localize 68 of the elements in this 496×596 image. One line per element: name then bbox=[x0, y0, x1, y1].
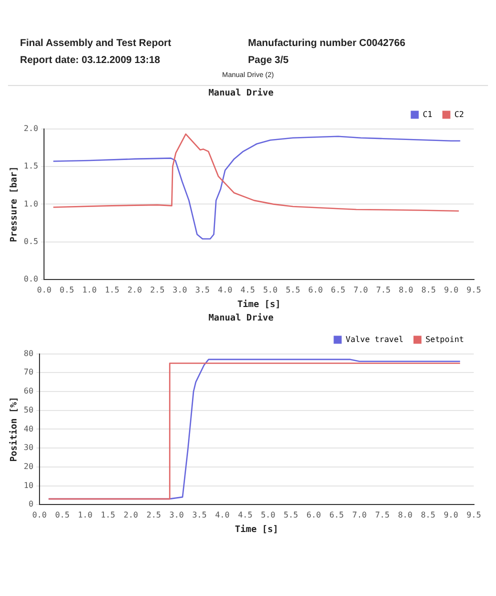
x-tick-label: 0.5 bbox=[55, 510, 70, 520]
x-tick-label: 8.0 bbox=[398, 285, 414, 294]
text: Final Assembly and Test Report bbox=[20, 38, 172, 49]
y-tick-label: 80 bbox=[24, 348, 34, 358]
x-axis-title: Time [s] bbox=[237, 298, 281, 310]
x-tick-label: 2.0 bbox=[124, 510, 138, 520]
legend-label: Setpoint bbox=[425, 334, 464, 344]
x-tick-label: 2.5 bbox=[150, 285, 165, 294]
y-axis-title: Position [%] bbox=[8, 396, 20, 462]
x-tick-label: 1.5 bbox=[104, 285, 120, 294]
x-tick-label: 4.0 bbox=[218, 285, 233, 294]
x-tick-label: 5.0 bbox=[263, 285, 278, 294]
x-tick-label: 7.5 bbox=[375, 510, 390, 520]
y-tick-label: 2.0 bbox=[24, 124, 38, 133]
y-tick-label: 0 bbox=[28, 500, 34, 509]
x-tick-label: 3.5 bbox=[195, 285, 210, 294]
x-tick-label: 2.0 bbox=[127, 285, 142, 294]
x-tick-label: 9.0 bbox=[444, 510, 458, 520]
y-tick-label: 0.5 bbox=[24, 236, 38, 246]
x-tick-label: 7.0 bbox=[354, 285, 368, 294]
x-tick-label: 3.0 bbox=[172, 285, 188, 294]
x-tick-label: 5.5 bbox=[284, 510, 298, 520]
x-tick-label: 4.0 bbox=[215, 510, 230, 520]
x-tick-label: 0.5 bbox=[60, 285, 74, 294]
y-tick-label: 60 bbox=[24, 386, 34, 396]
y-tick-label: 70 bbox=[24, 368, 34, 377]
x-tick-label: 6.0 bbox=[308, 285, 323, 294]
y-tick-label: 50 bbox=[24, 405, 34, 414]
chart-title: Manual Drive bbox=[208, 312, 274, 324]
x-tick-label: 8.5 bbox=[420, 510, 436, 520]
x-axis-title: Time [s] bbox=[234, 524, 278, 535]
x-tick-label: 1.5 bbox=[100, 510, 116, 520]
y-tick-label: 1.0 bbox=[24, 199, 38, 208]
y-tick-label: 20 bbox=[24, 462, 34, 471]
x-tick-label: 3.0 bbox=[169, 510, 184, 520]
text: Manufacturing number C0042766 bbox=[248, 38, 406, 49]
x-tick-label: 6.0 bbox=[306, 510, 322, 520]
x-tick-label: 9.0 bbox=[444, 285, 459, 294]
x-tick-label: 7.0 bbox=[352, 510, 367, 520]
y-tick-label: 1.5 bbox=[24, 162, 38, 171]
x-tick-label: 0.0 bbox=[37, 285, 52, 294]
x-tick-label: 7.5 bbox=[376, 285, 391, 294]
legend-label: Valve travel bbox=[346, 334, 404, 344]
x-tick-label: 6.5 bbox=[330, 285, 346, 294]
x-tick-label: 0.0 bbox=[32, 510, 47, 520]
x-tick-label: 8.5 bbox=[421, 285, 436, 294]
legend-label: C2 bbox=[454, 110, 464, 119]
x-tick-label: 1.0 bbox=[82, 285, 97, 294]
x-tick-label: 5.0 bbox=[260, 510, 276, 520]
x-tick-label: 5.5 bbox=[286, 285, 300, 294]
y-tick-label: 40 bbox=[24, 424, 34, 434]
text: Page 3/5 bbox=[248, 55, 290, 66]
chart-title: Manual Drive bbox=[208, 88, 274, 99]
y-axis-title: Pressure [bar] bbox=[10, 166, 20, 242]
x-tick-label: 9.5 bbox=[466, 285, 482, 294]
legend-label: C1 bbox=[422, 110, 433, 119]
y-tick-label: 0.0 bbox=[24, 274, 38, 284]
x-tick-label: 2.5 bbox=[146, 510, 162, 520]
text: Report date: 03.12.2009 13:18 bbox=[20, 55, 162, 66]
x-tick-label: 9.5 bbox=[466, 510, 482, 520]
y-tick-label: 30 bbox=[24, 443, 34, 452]
x-tick-label: 8.0 bbox=[398, 510, 413, 520]
x-tick-label: 3.5 bbox=[192, 510, 207, 520]
x-tick-label: 4.5 bbox=[238, 510, 253, 520]
x-tick-label: 6.5 bbox=[329, 510, 344, 520]
y-tick-label: 10 bbox=[24, 480, 34, 490]
x-tick-label: 1.0 bbox=[78, 510, 93, 520]
x-tick-label: 4.5 bbox=[240, 285, 256, 294]
